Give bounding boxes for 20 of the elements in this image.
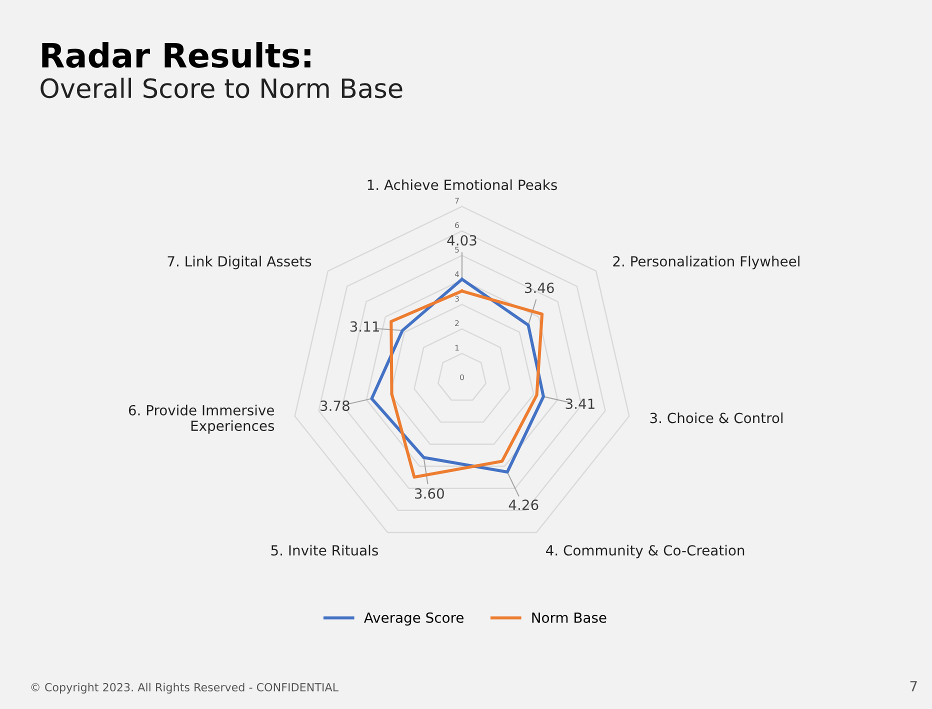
data-label: 3.41 (566, 398, 594, 410)
spoke-label: 6. Provide Immersive Experiences (128, 404, 274, 434)
data-label: 3.60 (415, 488, 444, 499)
data-label: 3.46 (524, 282, 554, 294)
data-label: 3.11 (350, 321, 379, 332)
text: © Copyright 2023. All Rights Reserved - CONFIDENTIAL (31, 682, 338, 694)
legend-label: Norm Base (532, 612, 606, 623)
spoke-label: 7. Link Digital Assets (168, 256, 312, 270)
data-label: 3.78 (320, 400, 350, 412)
spoke-label: 5. Invite Rituals (271, 544, 378, 556)
data-label: 4.03 (447, 235, 476, 246)
chart-subtitle: Overall Score to Norm Base (40, 78, 402, 98)
spoke-label: 1. Achieve Emotional Peaks (368, 179, 557, 190)
text: 7 (910, 681, 917, 692)
chart-title: Radar Results: (42, 42, 310, 68)
data-label: 4.26 (508, 500, 538, 510)
legend-label: Average Score (364, 612, 464, 626)
spoke-label: 3. Choice & Control (650, 412, 783, 424)
spoke-label: 2. Personalization Flywheel (613, 256, 800, 270)
spoke-label: 4. Community & Co-Creation (546, 544, 744, 558)
